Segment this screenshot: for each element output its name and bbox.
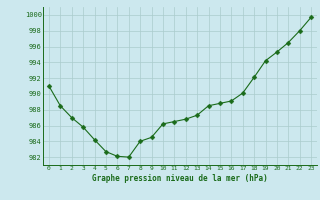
X-axis label: Graphe pression niveau de la mer (hPa): Graphe pression niveau de la mer (hPa) [92,174,268,183]
